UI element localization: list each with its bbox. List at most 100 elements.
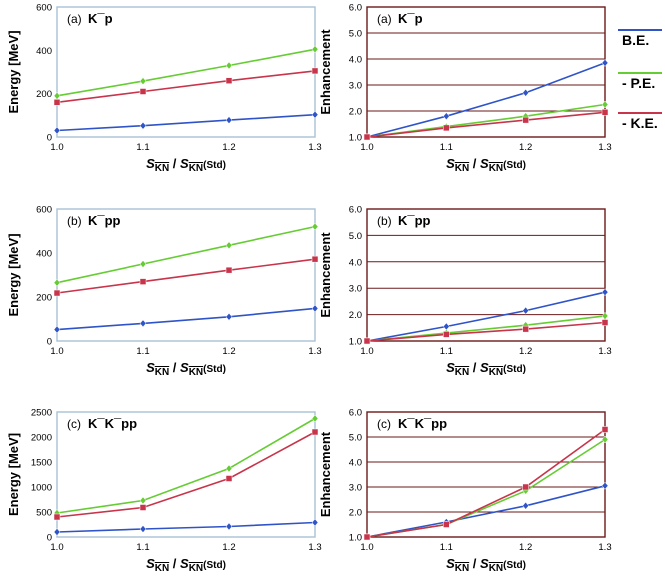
y-tick-label: 5.0 xyxy=(349,231,362,242)
y-tick-label: 5.0 xyxy=(349,29,362,40)
data-point xyxy=(139,121,147,130)
plot-area xyxy=(56,411,316,538)
legend: B.E. - P.E. - K.E. xyxy=(618,29,662,131)
y-tick-label: 1000 xyxy=(31,483,52,494)
y-tick-label: 2000 xyxy=(31,433,52,444)
x-tick-label: 1.3 xyxy=(598,142,611,153)
x-tick-label: 1.3 xyxy=(308,142,321,153)
data-point xyxy=(225,241,233,250)
x-tick-label: 1.1 xyxy=(136,142,149,153)
plot-area xyxy=(366,411,606,538)
legend-label: B.E. xyxy=(622,32,649,48)
chart-panel-5: 0 500 1000 1500 2000 2500 1.0 1.1 1.2 1.3 Energy [… xyxy=(6,408,322,575)
x-axis-label: SKN / SKN(Std) xyxy=(446,156,526,174)
panel-label: (a) xyxy=(67,12,82,26)
x-tick-label: 1.3 xyxy=(598,346,611,357)
y-tick-label: 1500 xyxy=(31,458,52,469)
data-point xyxy=(363,533,371,541)
y-tick-label: 2.0 xyxy=(349,107,362,118)
chart-panel-6: 1.0 2.0 3.0 4.0 5.0 6.0 1.0 1.1 1.2 1.3 Enhancemen… xyxy=(318,408,612,575)
x-tick-label: 1.3 xyxy=(308,346,321,357)
data-point xyxy=(522,88,529,97)
data-point xyxy=(53,528,61,536)
series-line-be xyxy=(366,291,606,342)
y-tick-label: 6.0 xyxy=(349,3,362,14)
data-point xyxy=(53,126,61,135)
data-point xyxy=(225,266,233,274)
x-tick-label: 1.1 xyxy=(440,346,453,357)
data-point xyxy=(311,67,319,75)
series-line-be xyxy=(366,62,606,138)
y-tick-label: 600 xyxy=(36,3,52,14)
y-tick-label: 0 xyxy=(47,533,52,544)
chart-panel-1: 0 200 400 600 1.0 1.1 1.2 1.3 Energy [MeV] SKN / … xyxy=(6,3,322,175)
y-tick-label: 6.0 xyxy=(349,408,362,419)
y-axis-label: Enhancement xyxy=(318,232,333,318)
series-line-ke xyxy=(56,70,316,104)
panel-label: (a) xyxy=(377,12,392,26)
x-tick-label: 1.0 xyxy=(50,142,63,153)
data-point xyxy=(53,99,61,106)
series-line-be xyxy=(56,113,316,132)
y-tick-label: 3.0 xyxy=(349,284,362,295)
data-point xyxy=(53,325,61,334)
panel-title: K¯pp xyxy=(88,213,121,228)
series-line-be xyxy=(56,307,316,331)
data-point xyxy=(443,521,450,528)
x-tick-label: 1.1 xyxy=(440,142,453,153)
plot-area xyxy=(366,6,606,138)
series-line-ke xyxy=(56,431,316,518)
panel-title: K¯p xyxy=(88,11,113,26)
y-tick-label: 3.0 xyxy=(349,483,362,494)
data-point xyxy=(601,435,609,444)
data-point xyxy=(601,288,609,297)
data-point xyxy=(139,88,147,95)
legend-label: - P.E. xyxy=(622,75,655,91)
panel-label: (b) xyxy=(67,214,82,228)
y-tick-label: 5.0 xyxy=(349,433,362,444)
series-line-be xyxy=(366,485,606,538)
y-tick-label: 2.0 xyxy=(349,310,362,321)
data-point xyxy=(225,61,233,70)
panel-title: K¯pp xyxy=(398,213,431,228)
y-tick-label: 600 xyxy=(36,205,52,216)
panel-label: (c) xyxy=(377,417,391,431)
x-tick-label: 1.3 xyxy=(598,542,611,553)
data-point xyxy=(139,319,147,328)
x-tick-label: 1.0 xyxy=(50,542,63,553)
data-point xyxy=(522,116,529,124)
data-point xyxy=(225,522,233,531)
panel-title: K¯p xyxy=(398,11,423,26)
legend-item: - P.E. xyxy=(618,72,662,91)
panel-label: (b) xyxy=(377,214,392,228)
panel-label: (c) xyxy=(67,417,81,431)
chart-panel-3: 0 200 400 600 1.0 1.1 1.2 1.3 Energy [MeV] SKN / … xyxy=(6,205,322,379)
data-point xyxy=(363,337,371,345)
y-tick-label: 4.0 xyxy=(349,257,362,268)
data-point xyxy=(225,475,233,482)
data-point xyxy=(522,483,529,491)
data-point xyxy=(225,312,233,321)
data-point xyxy=(443,112,450,121)
y-axis-label: Energy [MeV] xyxy=(6,433,21,516)
data-point xyxy=(601,319,609,326)
data-point xyxy=(139,278,147,285)
x-tick-label: 1.3 xyxy=(308,542,321,553)
data-point xyxy=(311,428,319,436)
x-tick-label: 1.0 xyxy=(360,142,373,153)
data-point xyxy=(522,306,529,315)
x-tick-label: 1.2 xyxy=(222,142,235,153)
data-point xyxy=(225,464,233,473)
y-tick-label: 1.0 xyxy=(349,533,362,544)
data-point xyxy=(601,481,609,490)
data-point xyxy=(139,525,147,533)
x-axis-label: SKN / SKN(Std) xyxy=(446,556,526,574)
x-tick-label: 1.2 xyxy=(519,542,532,553)
data-point xyxy=(601,109,609,116)
series-line-ke xyxy=(56,258,316,294)
x-axis-label: SKN / SKN(Std) xyxy=(446,360,526,378)
data-point xyxy=(311,110,319,119)
x-tick-label: 1.2 xyxy=(519,142,532,153)
data-point xyxy=(311,45,319,54)
